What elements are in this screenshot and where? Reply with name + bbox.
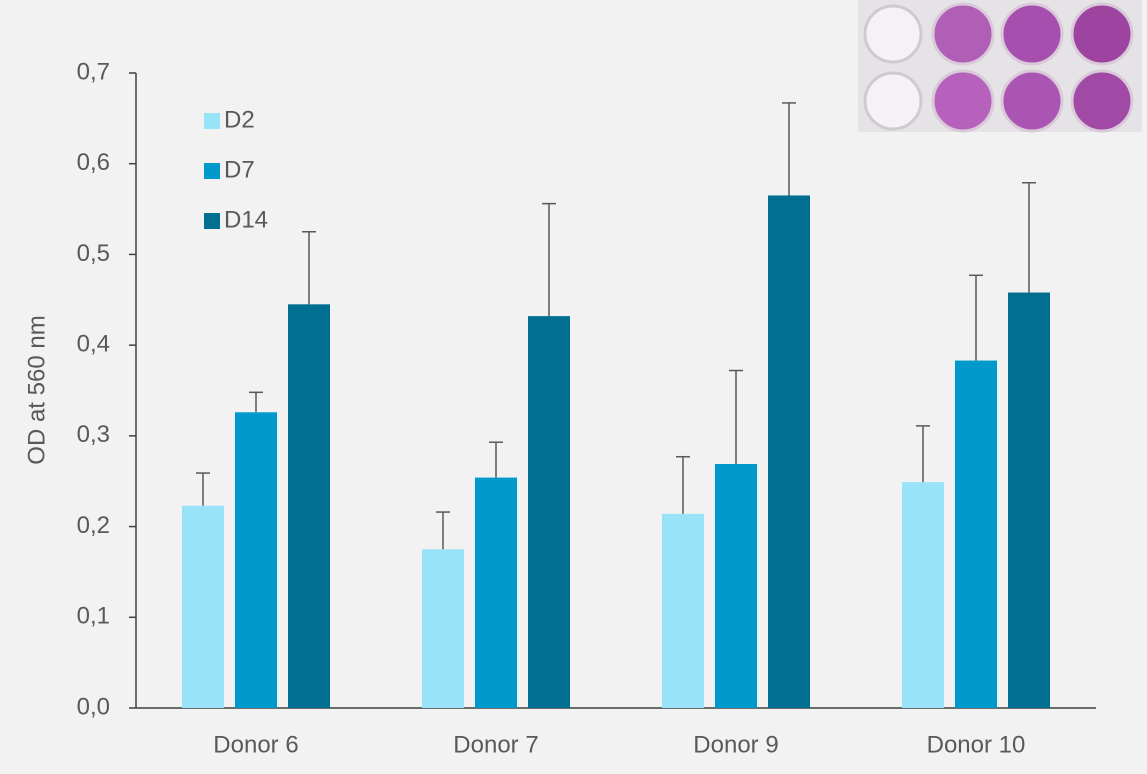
x-tick-label: Donor 10 xyxy=(927,731,1026,758)
bar xyxy=(422,549,464,708)
error-bar xyxy=(729,369,743,464)
bar xyxy=(288,304,330,708)
bar xyxy=(475,477,517,708)
legend-swatch xyxy=(204,163,220,179)
x-tick-label: Donor 9 xyxy=(693,731,778,758)
bar xyxy=(528,316,570,708)
bar xyxy=(235,412,277,708)
error-bar xyxy=(302,231,316,305)
well-plate-photo xyxy=(858,0,1142,133)
bar xyxy=(902,482,944,708)
bar xyxy=(768,195,810,708)
error-bar xyxy=(1022,182,1036,293)
bar xyxy=(182,505,224,708)
x-tick-label: Donor 6 xyxy=(213,731,298,758)
error-bar xyxy=(969,274,983,361)
y-tick-label: 0,6 xyxy=(77,149,110,176)
error-bar xyxy=(916,425,930,483)
legend-swatch xyxy=(204,113,220,129)
bar xyxy=(955,360,997,708)
y-tick-label: 0,5 xyxy=(77,240,110,267)
legend-label: D2 xyxy=(224,106,255,133)
bar xyxy=(715,463,757,708)
error-bar xyxy=(542,202,556,317)
legend-label: D14 xyxy=(224,206,268,233)
error-bar xyxy=(196,472,210,506)
legend-swatch xyxy=(204,213,220,229)
error-bar xyxy=(249,391,263,413)
bar xyxy=(662,513,704,708)
legend-label: D7 xyxy=(224,156,255,183)
x-tick-label: Donor 7 xyxy=(453,731,538,758)
y-axis-label: OD at 560 nm xyxy=(23,315,50,464)
error-bar xyxy=(676,455,690,514)
y-tick-label: 0,4 xyxy=(77,330,110,357)
error-bar xyxy=(436,511,450,550)
y-tick-label: 0,3 xyxy=(77,421,110,448)
y-tick-label: 0,7 xyxy=(77,58,110,85)
error-bar xyxy=(489,441,503,478)
bar xyxy=(1008,292,1050,708)
error-bar xyxy=(782,102,796,196)
y-tick-label: 0,1 xyxy=(77,603,110,630)
y-tick-label: 0,0 xyxy=(77,693,110,720)
y-tick-label: 0,2 xyxy=(77,512,110,539)
